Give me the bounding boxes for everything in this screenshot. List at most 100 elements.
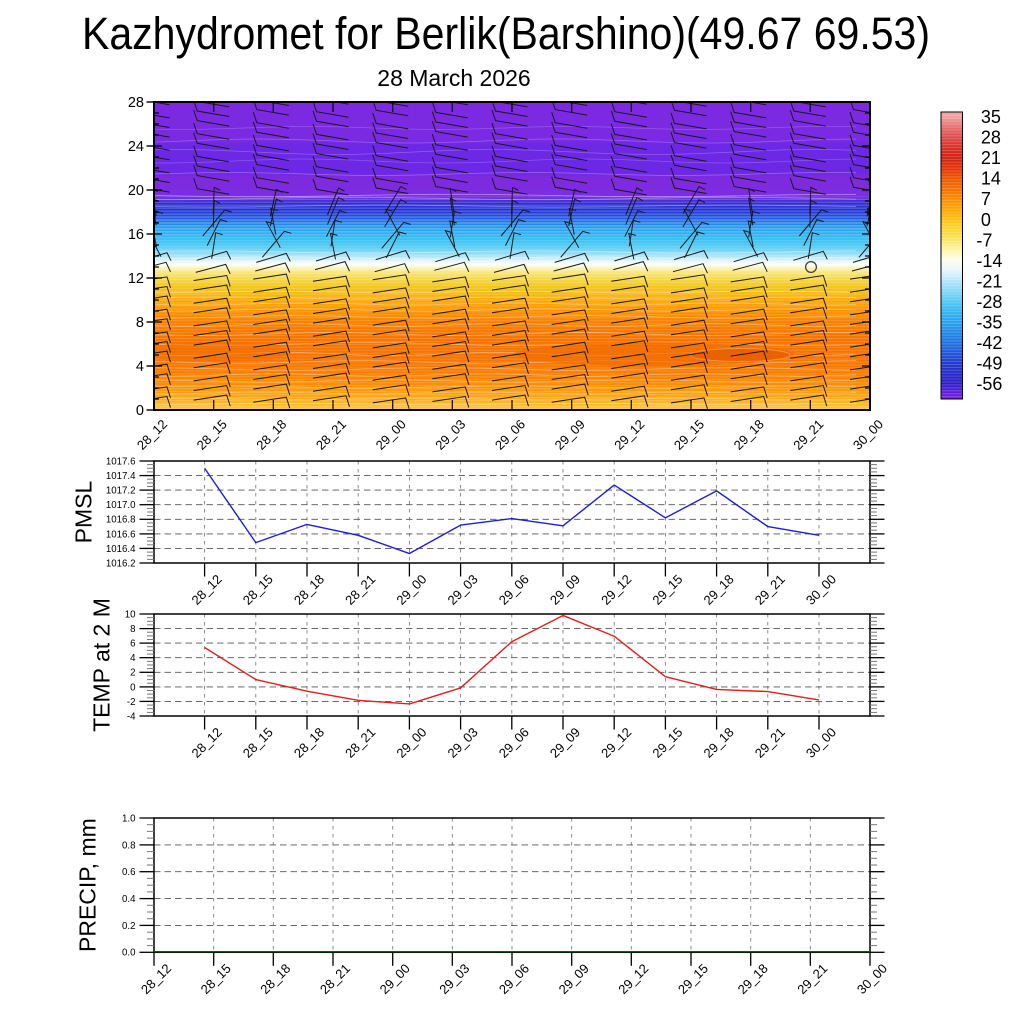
svg-text:28_15: 28_15 (194, 417, 230, 453)
svg-text:29_09: 29_09 (556, 961, 592, 997)
svg-text:0.8: 0.8 (122, 840, 135, 851)
svg-text:28_12: 28_12 (189, 725, 225, 761)
svg-text:29_15: 29_15 (675, 961, 711, 997)
svg-text:28_12: 28_12 (134, 417, 170, 453)
svg-text:-4: -4 (127, 711, 136, 722)
svg-text:1017.0: 1017.0 (106, 500, 136, 511)
svg-text:1016.6: 1016.6 (106, 529, 136, 540)
svg-text:1016.4: 1016.4 (106, 544, 136, 555)
svg-text:29_15: 29_15 (649, 572, 685, 608)
svg-text:6: 6 (130, 639, 135, 650)
svg-text:29_00: 29_00 (377, 961, 413, 997)
svg-text:28_21: 28_21 (342, 725, 378, 761)
svg-text:28_15: 28_15 (240, 725, 276, 761)
svg-text:20: 20 (128, 183, 144, 199)
svg-text:14: 14 (981, 169, 1001, 189)
svg-text:0.4: 0.4 (122, 894, 136, 905)
svg-text:29_06: 29_06 (496, 725, 532, 761)
svg-text:29_12: 29_12 (598, 572, 634, 608)
svg-text:30_00: 30_00 (803, 725, 839, 761)
svg-text:-49: -49 (976, 354, 1002, 374)
svg-text:-42: -42 (976, 333, 1002, 353)
svg-text:30_00: 30_00 (854, 961, 890, 997)
svg-text:PRECIP, mm: PRECIP, mm (75, 818, 101, 952)
svg-text:30_00: 30_00 (850, 417, 886, 453)
svg-text:29_00: 29_00 (373, 417, 409, 453)
svg-text:0: 0 (136, 403, 144, 419)
svg-text:7: 7 (981, 189, 991, 209)
svg-text:4: 4 (136, 359, 144, 375)
svg-text:29_18: 29_18 (731, 417, 767, 453)
svg-text:1016.2: 1016.2 (106, 558, 136, 569)
svg-text:28_15: 28_15 (240, 572, 276, 608)
svg-text:29_09: 29_09 (547, 572, 583, 608)
svg-text:0.2: 0.2 (122, 921, 135, 932)
svg-text:-56: -56 (976, 374, 1002, 394)
svg-text:28_21: 28_21 (313, 417, 349, 453)
svg-text:1017.2: 1017.2 (106, 486, 136, 497)
svg-text:29_21: 29_21 (752, 572, 788, 608)
svg-text:29_03: 29_03 (436, 961, 472, 997)
svg-text:0: 0 (130, 682, 136, 693)
svg-text:Kazhydromet for Berlik(Barshin: Kazhydromet for Berlik(Barshino)(49.67 6… (82, 8, 930, 59)
svg-text:29_09: 29_09 (552, 417, 588, 453)
svg-text:29_12: 29_12 (615, 961, 651, 997)
svg-text:28_18: 28_18 (257, 961, 293, 997)
svg-text:PMSL: PMSL (70, 480, 96, 543)
svg-text:29_03: 29_03 (445, 572, 481, 608)
svg-text:12: 12 (128, 271, 144, 287)
svg-text:29_03: 29_03 (432, 417, 468, 453)
svg-text:28_12: 28_12 (189, 572, 225, 608)
svg-text:28_21: 28_21 (342, 572, 378, 608)
svg-text:29_18: 29_18 (701, 572, 737, 608)
svg-text:29_18: 29_18 (701, 725, 737, 761)
svg-text:10: 10 (125, 609, 136, 620)
svg-text:29_12: 29_12 (611, 417, 647, 453)
svg-text:35: 35 (981, 107, 1001, 127)
svg-text:28_12: 28_12 (138, 961, 174, 997)
svg-text:4: 4 (130, 653, 136, 664)
svg-text:24: 24 (128, 139, 144, 155)
svg-text:1016.8: 1016.8 (106, 515, 136, 526)
svg-text:29_21: 29_21 (790, 417, 826, 453)
svg-text:8: 8 (136, 315, 144, 331)
svg-text:16: 16 (128, 227, 144, 243)
svg-text:29_06: 29_06 (496, 572, 532, 608)
svg-text:29_00: 29_00 (393, 572, 429, 608)
svg-text:28_21: 28_21 (317, 961, 353, 997)
svg-text:0.0: 0.0 (122, 948, 136, 959)
svg-text:29_18: 29_18 (735, 961, 771, 997)
svg-text:29_12: 29_12 (598, 725, 634, 761)
svg-text:28_18: 28_18 (253, 417, 289, 453)
svg-text:-7: -7 (976, 230, 992, 250)
svg-text:28: 28 (981, 128, 1001, 148)
svg-text:-2: -2 (127, 697, 136, 708)
svg-text:28_18: 28_18 (291, 572, 327, 608)
svg-text:2: 2 (130, 668, 135, 679)
svg-text:28_18: 28_18 (291, 725, 327, 761)
svg-text:TEMP at 2 M: TEMP at 2 M (88, 598, 114, 732)
svg-text:0: 0 (981, 210, 991, 230)
svg-text:28 March 2026: 28 March 2026 (377, 65, 530, 91)
svg-text:29_00: 29_00 (393, 725, 429, 761)
svg-text:-28: -28 (976, 292, 1002, 312)
svg-text:29_15: 29_15 (671, 417, 707, 453)
svg-text:29_21: 29_21 (752, 725, 788, 761)
svg-text:8: 8 (130, 624, 135, 635)
svg-text:28_15: 28_15 (198, 961, 234, 997)
svg-text:21: 21 (981, 148, 1001, 168)
svg-text:29_06: 29_06 (496, 961, 532, 997)
svg-text:29_09: 29_09 (547, 725, 583, 761)
svg-text:1.0: 1.0 (122, 813, 136, 824)
svg-text:29_06: 29_06 (492, 417, 528, 453)
svg-text:30_00: 30_00 (803, 572, 839, 608)
svg-text:-21: -21 (976, 271, 1002, 291)
svg-text:1017.6: 1017.6 (106, 456, 136, 467)
svg-text:0.6: 0.6 (122, 867, 135, 878)
svg-text:-35: -35 (976, 313, 1002, 333)
svg-text:1017.4: 1017.4 (106, 471, 136, 482)
svg-text:29_15: 29_15 (649, 725, 685, 761)
svg-text:29_03: 29_03 (445, 725, 481, 761)
svg-text:29_21: 29_21 (794, 961, 830, 997)
svg-text:28: 28 (128, 95, 144, 111)
